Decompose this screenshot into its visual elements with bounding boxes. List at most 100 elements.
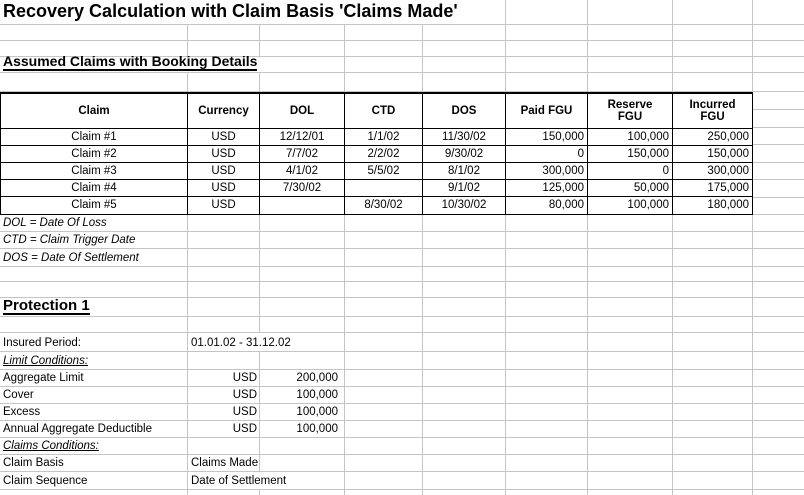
- limit-row-currency[interactable]: USD: [188, 404, 260, 421]
- col-header-dos[interactable]: DOS: [423, 94, 506, 128]
- empty-cell: [345, 455, 423, 472]
- cell-ctd[interactable]: 1/1/02: [345, 129, 423, 145]
- cell-currency[interactable]: USD: [188, 197, 260, 214]
- limit-row-amount[interactable]: 100,000: [260, 421, 345, 438]
- row: Excess USD 100,000: [0, 404, 804, 421]
- limit-conditions-cell[interactable]: Limit Conditions:: [0, 352, 188, 370]
- cell-claim-name[interactable]: Claim #1: [1, 129, 188, 145]
- footnote-ctd[interactable]: CTD = Claim Trigger Date: [0, 232, 188, 249]
- col-header-incurred-fgu[interactable]: Incurred FGU: [689, 99, 736, 123]
- cell-claim-name[interactable]: Claim #3: [1, 163, 188, 179]
- row: [0, 282, 804, 298]
- empty-cell: [673, 215, 753, 232]
- empty-cell: [506, 249, 588, 267]
- col-header-dol[interactable]: DOL: [260, 94, 345, 128]
- claim-sequence-value[interactable]: Date of Settlement: [188, 472, 345, 490]
- cell-reserve-fgu[interactable]: 50,000: [588, 180, 673, 196]
- cell-reserve-fgu[interactable]: 100,000: [588, 197, 673, 214]
- row: Recovery Calculation with Claim Basis 'C…: [0, 0, 804, 25]
- footnote-dos[interactable]: DOS = Date Of Settlement: [0, 249, 188, 267]
- cell-ctd[interactable]: 5/5/02: [345, 163, 423, 179]
- cell-paid-fgu[interactable]: 125,000: [506, 180, 588, 196]
- empty-cell: [0, 267, 188, 282]
- cell-incurred-fgu[interactable]: 175,000: [707, 181, 749, 194]
- cell-ctd[interactable]: 2/2/02: [345, 146, 423, 162]
- cell-claim-name[interactable]: Claim #4: [1, 180, 188, 196]
- limit-row-label[interactable]: Cover: [0, 387, 188, 404]
- claim-basis-label[interactable]: Claim Basis: [0, 455, 188, 472]
- cell-dos[interactable]: 10/30/02: [423, 197, 506, 214]
- protection-heading-cell[interactable]: Protection 1: [0, 298, 188, 317]
- cell-reserve-fgu[interactable]: 0: [588, 163, 673, 179]
- cell-dol[interactable]: 12/12/01: [260, 129, 345, 145]
- cell-dol[interactable]: 7/30/02: [260, 180, 345, 196]
- empty-cell: [588, 387, 673, 404]
- cell-dos[interactable]: 11/30/02: [423, 129, 506, 145]
- cell-dos[interactable]: 8/1/02: [423, 163, 506, 179]
- empty-cell: [673, 73, 753, 92]
- cell-reserve-fgu[interactable]: 150,000: [588, 146, 673, 162]
- empty-cell: [506, 25, 588, 41]
- cell-currency[interactable]: USD: [188, 146, 260, 162]
- title-cell[interactable]: Recovery Calculation with Claim Basis 'C…: [0, 0, 506, 25]
- limit-row-amount[interactable]: 100,000: [260, 387, 345, 404]
- empty-cell: [506, 490, 588, 495]
- cell-incurred-fgu[interactable]: 250,000: [707, 130, 749, 143]
- empty-cell: [506, 472, 588, 490]
- claim-sequence-label[interactable]: Claim Sequence: [0, 472, 188, 490]
- limit-row-amount[interactable]: 200,000: [260, 370, 345, 387]
- row: [0, 317, 804, 333]
- claim-basis-value[interactable]: Claims Made: [188, 455, 260, 472]
- col-header-ctd[interactable]: CTD: [345, 94, 423, 128]
- cell-paid-fgu[interactable]: 0: [506, 146, 588, 162]
- limit-row-currency[interactable]: USD: [188, 421, 260, 438]
- limit-row-label[interactable]: Aggregate Limit: [0, 370, 188, 387]
- cell-incurred-fgu[interactable]: 150,000: [707, 147, 749, 160]
- cell-dol[interactable]: [260, 197, 345, 214]
- cell-ctd[interactable]: 8/30/02: [345, 197, 423, 214]
- insured-period-label[interactable]: Insured Period:: [0, 333, 188, 352]
- empty-cell: [345, 215, 423, 232]
- cell-ctd[interactable]: [345, 180, 423, 196]
- cell-paid-fgu[interactable]: 80,000: [506, 197, 588, 214]
- cell-incurred-fgu[interactable]: 180,000: [707, 199, 749, 211]
- limit-row-label[interactable]: Excess: [0, 404, 188, 421]
- empty-cell: [188, 232, 260, 249]
- cell-claim-name[interactable]: Claim #5: [1, 197, 188, 214]
- empty-cell: [753, 163, 804, 180]
- col-header-reserve-fgu[interactable]: Reserve FGU: [588, 94, 673, 128]
- empty-cell: [506, 57, 588, 73]
- cell-dos[interactable]: 9/1/02: [423, 180, 506, 196]
- empty-cell: [345, 404, 423, 421]
- cell-dol[interactable]: 7/7/02: [260, 146, 345, 162]
- limit-row-amount[interactable]: 100,000: [260, 404, 345, 421]
- cell-paid-fgu[interactable]: 150,000: [506, 129, 588, 145]
- limit-row-currency[interactable]: USD: [188, 387, 260, 404]
- empty-cell: [345, 41, 423, 57]
- empty-cell: [753, 387, 804, 404]
- limit-row-label[interactable]: Annual Aggregate Deductible: [0, 421, 188, 438]
- cell-currency[interactable]: USD: [188, 129, 260, 145]
- claims-heading-cell[interactable]: Assumed Claims with Booking Details: [0, 54, 345, 73]
- col-header-currency[interactable]: Currency: [188, 94, 260, 128]
- empty-cell: [260, 438, 345, 455]
- cell-paid-fgu[interactable]: 300,000: [506, 163, 588, 179]
- empty-cell: [753, 455, 804, 472]
- row: [0, 25, 804, 41]
- cell-currency[interactable]: USD: [188, 180, 260, 196]
- cell-claim-name[interactable]: Claim #2: [1, 146, 188, 162]
- cell-incurred-fgu[interactable]: 300,000: [707, 164, 749, 177]
- empty-cell: [188, 282, 260, 298]
- limit-row-currency[interactable]: USD: [188, 370, 260, 387]
- claims-conditions-cell[interactable]: Claims Conditions:: [0, 438, 188, 455]
- cell-dos[interactable]: 9/30/02: [423, 146, 506, 162]
- footnote-dol[interactable]: DOL = Date Of Loss: [0, 215, 188, 232]
- col-header-paid-fgu[interactable]: Paid FGU: [506, 94, 588, 128]
- col-header-claim[interactable]: Claim: [1, 94, 188, 128]
- empty-cell: [588, 370, 673, 387]
- empty-cell: [588, 298, 673, 317]
- cell-dol[interactable]: 4/1/02: [260, 163, 345, 179]
- cell-reserve-fgu[interactable]: 100,000: [588, 129, 673, 145]
- insured-period-value[interactable]: 01.01.02 - 31.12.02: [188, 333, 345, 352]
- cell-currency[interactable]: USD: [188, 163, 260, 179]
